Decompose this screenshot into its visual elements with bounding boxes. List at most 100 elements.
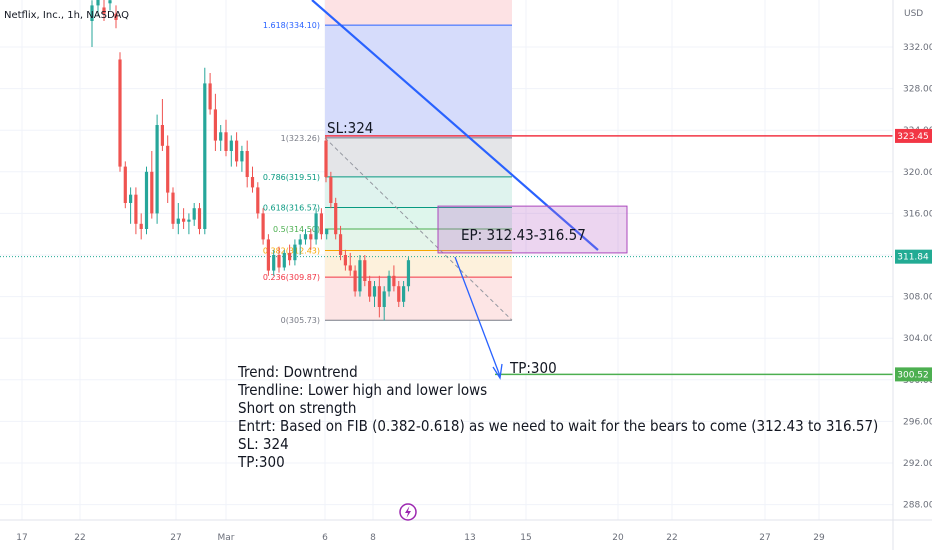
- candle-body: [358, 260, 362, 292]
- fib-band: [325, 250, 512, 278]
- analysis-note-line: Short on strength: [238, 399, 356, 417]
- candle-body: [377, 286, 381, 307]
- analysis-note-line: Trend: Downtrend: [237, 363, 358, 381]
- fib-band: [325, 25, 512, 138]
- x-tick-label: 13: [464, 533, 475, 543]
- fib-band: [325, 176, 512, 208]
- candle-body: [134, 194, 138, 224]
- candle-body: [229, 140, 233, 151]
- y-tick-label: 288.00: [903, 501, 932, 511]
- candle-body: [353, 270, 357, 292]
- price-label-text: 323.45: [897, 132, 929, 142]
- chart-symbol-title: Netflix, Inc., 1h, NASDAQ: [4, 10, 129, 21]
- candle-body: [235, 140, 239, 162]
- candle-body: [144, 171, 149, 229]
- candle-body: [123, 166, 127, 203]
- x-tick-label: 6: [322, 533, 328, 543]
- fib-level-label: 0(305.73): [281, 316, 320, 325]
- price-label-text: 300.52: [897, 370, 929, 380]
- candle-body: [240, 151, 244, 162]
- fib-level-label: 0.786(319.51): [263, 173, 320, 182]
- candle-body: [368, 281, 372, 297]
- candle-body: [250, 177, 255, 188]
- fib-band: [325, 229, 512, 251]
- tp-arrow-head: [492, 363, 503, 380]
- candle-body: [392, 275, 396, 287]
- analysis-note-line: SL: 324: [238, 435, 289, 453]
- x-tick-label: 29: [813, 533, 825, 543]
- fib-band: [325, 137, 512, 177]
- price-label-badge: [895, 128, 932, 143]
- fib-trend-line: [324, 137, 513, 321]
- candle-body: [219, 132, 223, 141]
- y-tick-label: 316.00: [903, 209, 932, 219]
- candle-body: [108, 0, 112, 4]
- y-tick-label: 328.00: [903, 85, 932, 95]
- candle-body: [245, 151, 249, 177]
- candle-body: [402, 286, 406, 302]
- candle-body: [160, 125, 164, 146]
- analysis-note-line: Entrt: Based on FIB (0.382-0.618) as we …: [238, 417, 878, 435]
- candle-body: [224, 132, 228, 151]
- horizontal-lines: [0, 135, 893, 376]
- entry-zone-box: [437, 205, 628, 254]
- candle-body: [282, 252, 286, 268]
- candle-body: [314, 213, 318, 240]
- candle-body: [203, 83, 207, 230]
- candle-body: [309, 234, 313, 240]
- fib-band-extension: [325, 0, 512, 26]
- stop-loss-label: SL:324: [327, 119, 373, 137]
- candle-body: [197, 208, 202, 229]
- y-tick-label: 292.00: [903, 459, 932, 469]
- y-tick-label: 296.00: [903, 417, 932, 427]
- chart-grid: [0, 0, 893, 520]
- x-tick-label: 27: [170, 533, 181, 543]
- candle-body: [171, 192, 175, 224]
- candle-body: [325, 229, 329, 235]
- candle-body: [192, 208, 196, 220]
- candle-body: [343, 255, 347, 266]
- candle-body: [329, 177, 333, 203]
- fib-band: [325, 207, 512, 229]
- candle-body: [90, 5, 94, 22]
- candle-body: [334, 203, 338, 235]
- candle-body: [139, 223, 143, 229]
- candle-body: [288, 252, 292, 261]
- candle-body: [182, 218, 186, 222]
- candle-body: [266, 239, 270, 271]
- x-tick-label: 22: [74, 533, 85, 543]
- analysis-note-line: TP:300: [237, 453, 285, 471]
- y-tick-label: 308.00: [903, 293, 932, 303]
- fib-level-label: 0.382(312.43): [263, 247, 320, 256]
- candle-body: [293, 244, 297, 261]
- candle-body: [129, 194, 133, 203]
- y-tick-label: 332.00: [903, 43, 932, 53]
- lightning-icon[interactable]: [399, 503, 417, 521]
- fib-level-label: 0.5(314.50): [273, 225, 320, 234]
- fib-level-label: 1.618(334.10): [263, 21, 320, 30]
- candle-body: [397, 286, 401, 302]
- candlestick-series: [90, 0, 411, 321]
- candle-body: [96, 0, 100, 6]
- candle-body: [208, 83, 212, 110]
- tp-arrow-shaft: [454, 256, 501, 377]
- candle-body: [213, 109, 217, 141]
- price-label-badge: [895, 249, 932, 264]
- y-tick-label: 304.00: [903, 334, 932, 344]
- fib-retracement[interactable]: 1.618(334.10) 1(323.26) 0.786(319.51) 0.618…: [263, 0, 513, 325]
- take-profit-label: TP:300: [509, 359, 557, 377]
- x-tick-label: 15: [520, 533, 531, 543]
- x-tick-label: 27: [759, 533, 770, 543]
- fib-level-label: 1(323.26): [281, 134, 320, 143]
- analysis-note-line: Trendline: Lower high and lower lows: [237, 381, 487, 399]
- price-label-badge: [895, 367, 932, 382]
- x-tick-label: 8: [370, 533, 376, 543]
- candle-body: [176, 218, 180, 224]
- candle-body: [187, 219, 191, 222]
- candle-body: [256, 187, 260, 214]
- candle-body: [272, 255, 276, 271]
- drawings-layer[interactable]: EP: 312.43-316.57 SL:324 TP:300 Trend: Down…: [237, 0, 878, 471]
- candle-body: [118, 59, 122, 167]
